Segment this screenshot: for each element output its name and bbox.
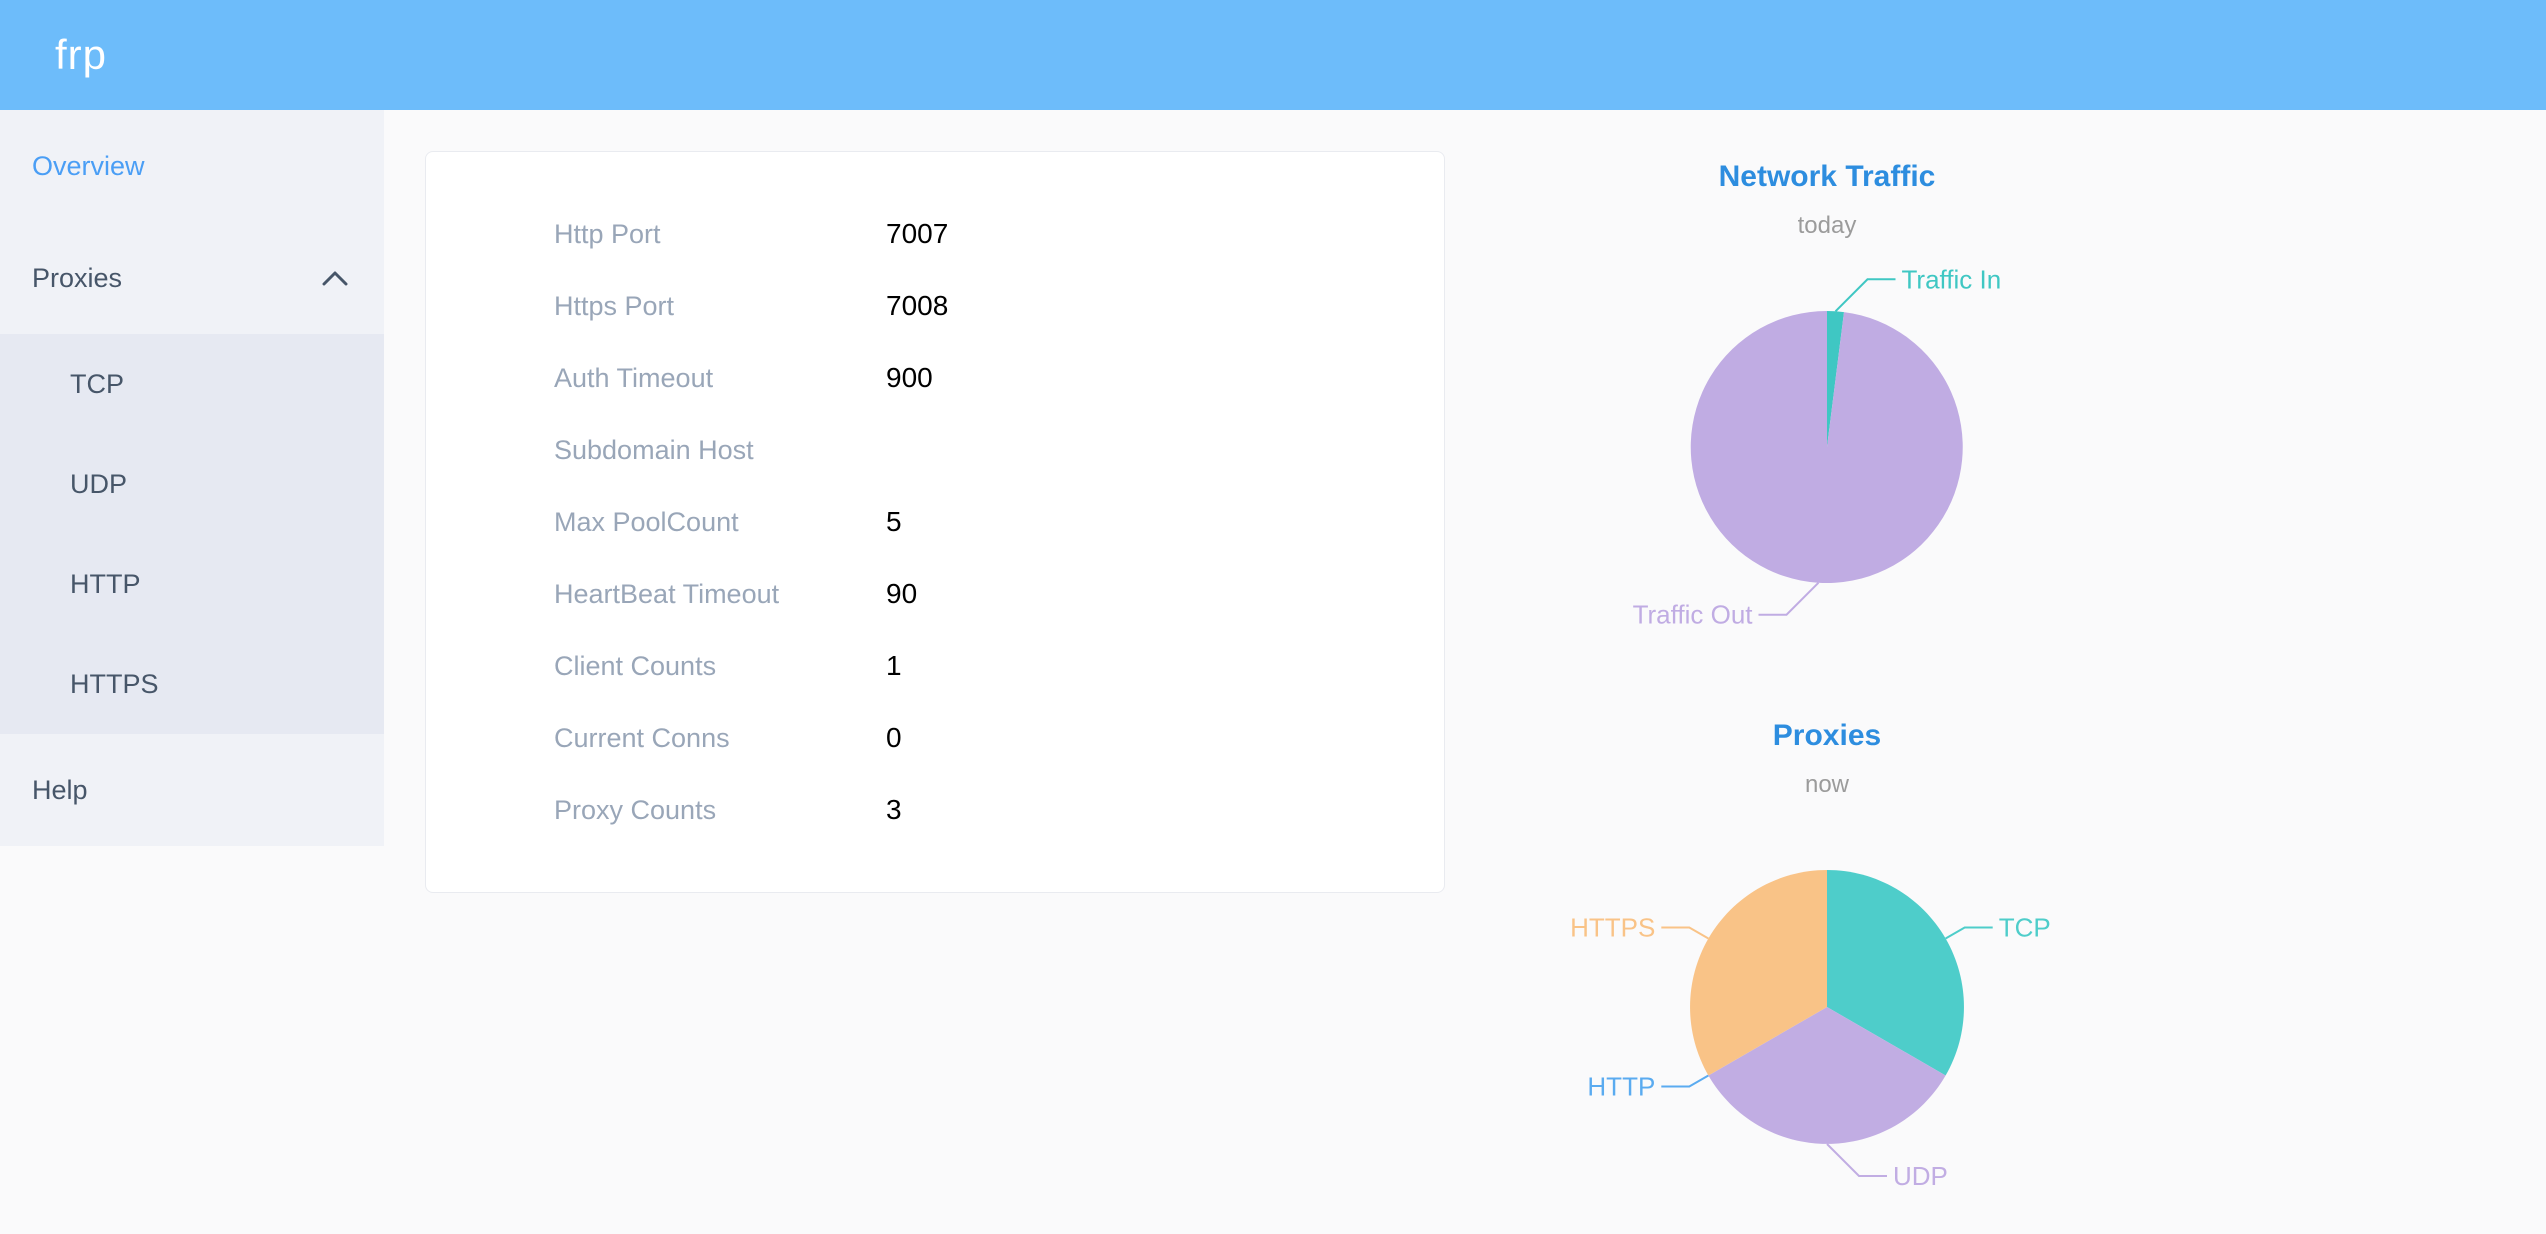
info-label: Https Port <box>554 290 675 321</box>
network-traffic-chart-subtitle: today <box>1797 212 1857 239</box>
sidebar-item-http[interactable]: HTTP <box>0 534 384 634</box>
info-label: Client Counts <box>554 650 717 681</box>
info-value: 0 <box>886 722 902 753</box>
info-label: Proxy Counts <box>554 794 717 825</box>
app-header: frp <box>0 0 2546 110</box>
app-logo: frp <box>55 31 108 78</box>
info-row-client-counts: Client Counts 1 <box>426 630 1444 702</box>
pie-label-udp: UDP <box>1893 1161 1948 1191</box>
info-label: Max PoolCount <box>554 506 739 537</box>
sidebar-item-proxies[interactable]: Proxies <box>0 222 384 334</box>
sidebar-item-label: Overview <box>32 150 145 181</box>
sidebar-item-label: HTTP <box>70 568 141 599</box>
pie-label-line-traffic-in <box>1834 278 1896 313</box>
proxies-pie-chart: TCP UDP HTTP HTTPS <box>1570 870 2051 1191</box>
pie-label-line-udp <box>1826 1143 1887 1177</box>
pie-slice-https[interactable] <box>1690 870 1827 1076</box>
sidebar: Overview Proxies TCP UDP HTTP HTTPS Help <box>0 110 384 846</box>
info-row-subdomain-host: Subdomain Host <box>426 414 1444 486</box>
info-row-heartbeat-timeout: HeartBeat Timeout 90 <box>426 558 1444 630</box>
info-value: 900 <box>886 362 933 393</box>
sidebar-item-label: Proxies <box>32 262 123 293</box>
sidebar-item-help[interactable]: Help <box>0 734 384 846</box>
proxies-chart-title: Proxies <box>1772 719 1882 752</box>
info-label: Http Port <box>554 218 661 249</box>
info-label: HeartBeat Timeout <box>554 578 780 609</box>
proxies-chart-subtitle: now <box>1804 771 1850 798</box>
sidebar-item-label: Help <box>32 774 88 805</box>
pie-slice-traffic-out[interactable] <box>1690 310 1963 583</box>
proxies-submenu: TCP UDP HTTP HTTPS <box>0 334 384 734</box>
info-value: 5 <box>886 506 902 537</box>
server-info-card: Http Port 7007 Https Port 7008 Auth Timeout 9… <box>425 151 1445 893</box>
pie-label-tcp: TCP <box>1999 913 2051 943</box>
info-value: 90 <box>886 578 918 609</box>
pie-label-line-traffic-out <box>1758 581 1820 616</box>
info-label: Auth Timeout <box>554 362 714 393</box>
info-label: Subdomain Host <box>554 434 754 465</box>
pie-label-line-tcp <box>1945 926 1993 940</box>
sidebar-item-https[interactable]: HTTPS <box>0 634 384 734</box>
info-row-current-conns: Current Conns 0 <box>426 702 1444 774</box>
pie-label-https: HTTPS <box>1570 913 1655 943</box>
pie-slice-traffic-in[interactable] <box>1827 311 1844 447</box>
sidebar-item-tcp[interactable]: TCP <box>0 334 384 434</box>
info-value: 1 <box>886 650 902 681</box>
pie-label-line-http <box>1661 1074 1709 1088</box>
info-row-auth-timeout: Auth Timeout 900 <box>426 342 1444 414</box>
sidebar-item-label: UDP <box>70 468 128 499</box>
info-label: Current Conns <box>554 722 730 753</box>
sidebar-item-label: TCP <box>70 368 124 399</box>
pie-label-line-https <box>1661 926 1709 940</box>
pie-slice-tcp[interactable] <box>1827 870 1964 1076</box>
server-info-rows: Http Port 7007 Https Port 7008 Auth Timeout 9… <box>426 198 1444 846</box>
sidebar-item-udp[interactable]: UDP <box>0 434 384 534</box>
pie-slice-udp[interactable] <box>1708 1007 1946 1144</box>
sidebar-item-overview[interactable]: Overview <box>0 110 384 222</box>
sidebar-item-label: HTTPS <box>70 668 159 699</box>
charts-panel: Network Traffic today Traffic In Traffic … <box>1527 150 2127 1234</box>
network-traffic-chart-title: Network Traffic <box>1718 160 1936 193</box>
info-value: 7008 <box>886 290 949 321</box>
info-value: 3 <box>886 794 902 825</box>
network-traffic-pie-chart: Traffic In Traffic Out <box>1633 264 2002 630</box>
chevron-up-icon <box>322 271 348 286</box>
pie-label-traffic-in: Traffic In <box>1902 264 2002 294</box>
info-value: 7007 <box>886 218 949 249</box>
info-row-https-port: Https Port 7008 <box>426 270 1444 342</box>
info-row-proxy-counts: Proxy Counts 3 <box>426 774 1444 846</box>
info-row-http-port: Http Port 7007 <box>426 198 1444 270</box>
pie-label-traffic-out: Traffic Out <box>1633 600 1754 630</box>
info-row-max-poolcount: Max PoolCount 5 <box>426 486 1444 558</box>
pie-label-http: HTTP <box>1587 1072 1655 1102</box>
